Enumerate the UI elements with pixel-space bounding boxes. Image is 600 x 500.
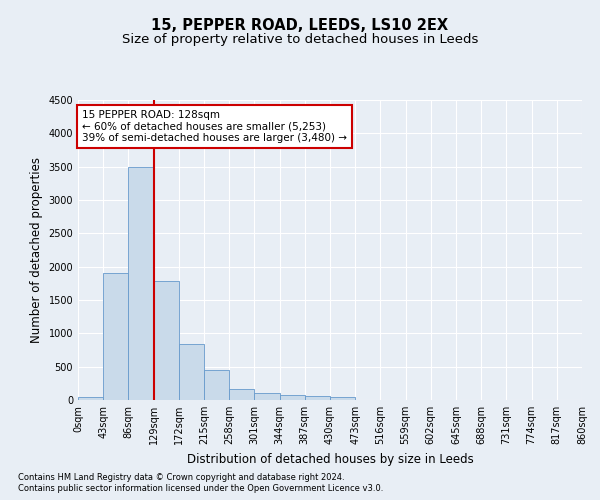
Bar [204, 370, 229, 400]
Bar [179, 344, 204, 400]
Y-axis label: Number of detached properties: Number of detached properties [30, 157, 43, 343]
Bar [128, 166, 154, 400]
X-axis label: Distribution of detached houses by size in Leeds: Distribution of detached houses by size … [187, 452, 473, 466]
Bar [78, 396, 103, 400]
Text: Size of property relative to detached houses in Leeds: Size of property relative to detached ho… [122, 32, 478, 46]
Text: Contains HM Land Registry data © Crown copyright and database right 2024.: Contains HM Land Registry data © Crown c… [18, 472, 344, 482]
Bar [229, 390, 254, 400]
Text: 15 PEPPER ROAD: 128sqm
← 60% of detached houses are smaller (5,253)
39% of semi-: 15 PEPPER ROAD: 128sqm ← 60% of detached… [82, 110, 347, 143]
Text: 15, PEPPER ROAD, LEEDS, LS10 2EX: 15, PEPPER ROAD, LEEDS, LS10 2EX [151, 18, 449, 32]
Text: Contains public sector information licensed under the Open Government Licence v3: Contains public sector information licen… [18, 484, 383, 493]
Bar [103, 274, 128, 400]
Bar [330, 398, 355, 400]
Bar [254, 394, 280, 400]
Bar [280, 396, 305, 400]
Bar [305, 396, 330, 400]
Bar [154, 282, 179, 400]
